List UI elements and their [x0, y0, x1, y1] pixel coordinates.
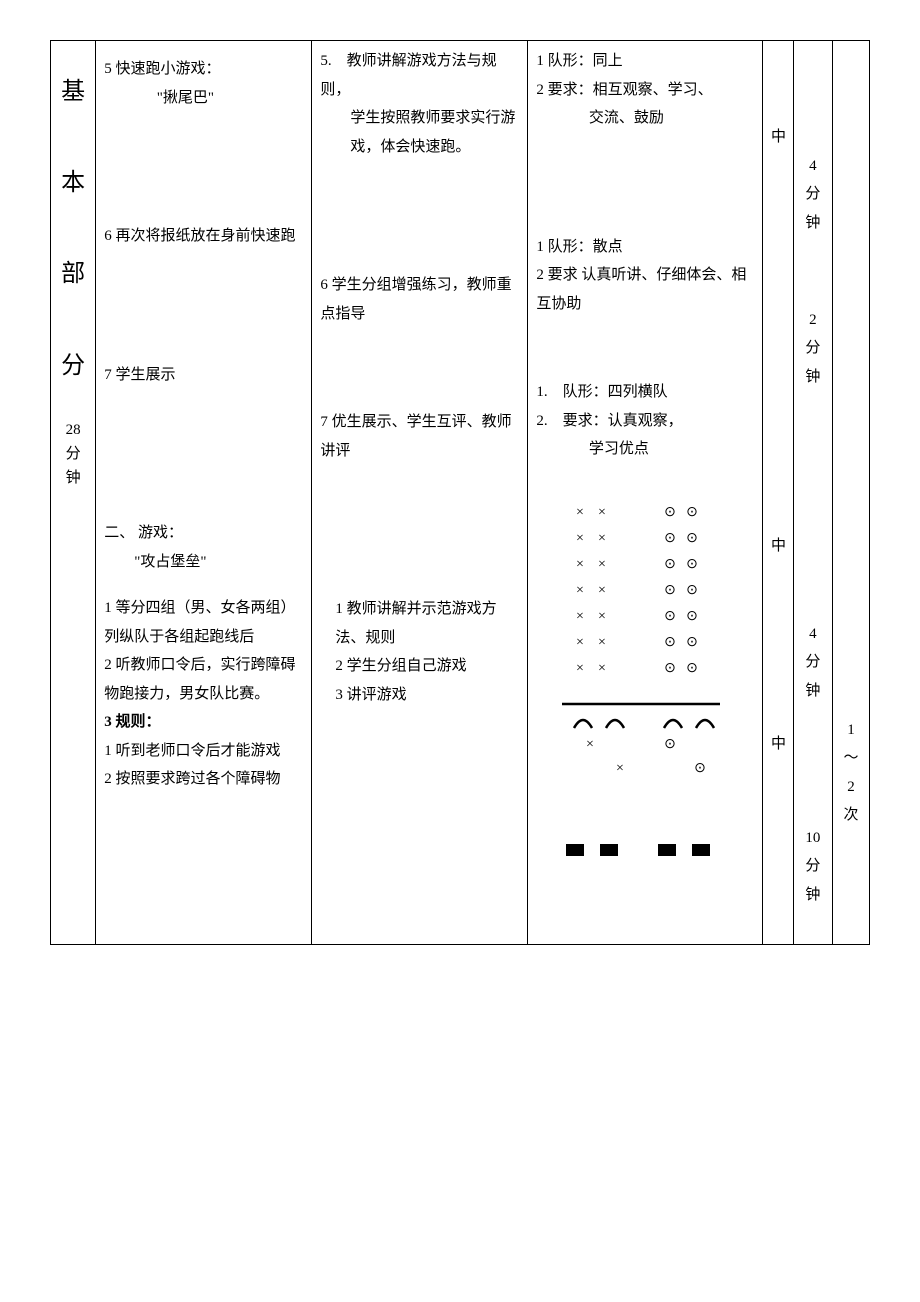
intensity-b: 中 — [771, 532, 785, 561]
svg-text:⊙: ⊙ — [664, 737, 676, 752]
svg-text:⊙: ⊙ — [686, 583, 698, 598]
time-c: 4 分 钟 — [802, 620, 824, 706]
game-rule-3-2: 2 按照要求跨过各个障碍物 — [104, 771, 280, 787]
svg-text:⊙: ⊙ — [664, 531, 676, 546]
organization-column: 1 队形：同上 2 要求：相互观察、学习、 交流、鼓励 1 队形：散点 2 要求… — [528, 41, 763, 945]
reps-column: 1 ～ 2 次 — [832, 41, 869, 945]
game-heading: 二、 游戏： — [104, 525, 183, 541]
item5-title: 5 快速跑小游戏： — [104, 61, 220, 77]
f7-1: 1. 队形：四列横队 — [536, 384, 667, 400]
mg2: 2 学生分组自己游戏 — [320, 652, 519, 681]
item5-sub: "揪尾巴" — [104, 84, 303, 113]
m6: 6 学生分组增强练习，教师重点指导 — [320, 277, 511, 322]
svg-text:×: × — [576, 661, 584, 676]
game-rule-3-1: 1 听到老师口令后才能游戏 — [104, 743, 280, 759]
item6-text: 6 再次将报纸放在身前快速跑 — [104, 228, 295, 244]
svg-text:⊙: ⊙ — [664, 583, 676, 598]
m5-b: 学生按照教师要求实行游 — [320, 104, 519, 133]
f6-2: 2 要求 认真听讲、仔细体会、相互协助 — [536, 267, 746, 312]
section-char-2: 本 — [61, 170, 85, 196]
f7-2b: 学习优点 — [536, 435, 754, 464]
time-d: 10 分 钟 — [802, 824, 824, 910]
svg-text:×: × — [598, 505, 606, 520]
svg-text:⊙: ⊙ — [664, 635, 676, 650]
svg-text:⊙: ⊙ — [686, 609, 698, 624]
m7: 7 优生展示、学生互评、教师讲评 — [320, 414, 511, 459]
svg-text:×: × — [576, 583, 584, 598]
mg3: 3 讲评游戏 — [320, 681, 519, 710]
m5-a: 5. 教师讲解游戏方法与规则， — [320, 53, 496, 98]
svg-text:×: × — [598, 635, 606, 650]
f6-1: 1 队形：散点 — [536, 239, 622, 255]
svg-text:×: × — [576, 635, 584, 650]
method-column: 5. 教师讲解游戏方法与规则， 学生按照教师要求实行游 戏，体会快速跑。 6 学… — [312, 41, 528, 945]
svg-text:⊙: ⊙ — [664, 609, 676, 624]
svg-text:⊙: ⊙ — [664, 505, 676, 520]
item7-text: 7 学生展示 — [104, 367, 175, 383]
svg-text:×: × — [598, 661, 606, 676]
svg-text:×: × — [576, 609, 584, 624]
formation-diagram: × × ⊙ ⊙ × × ⊙ ⊙ × × ⊙ ⊙ × × ⊙ ⊙ × × ⊙ ⊙ × × ⊙ ⊙ × × ⊙ ⊙ × ⊙ × ⊙ — [560, 504, 730, 864]
mg1: 1 教师讲解并示范游戏方法、规则 — [320, 595, 519, 652]
svg-text:×: × — [598, 583, 606, 598]
section-minutes: 28 分 钟 — [59, 418, 87, 490]
section-char-1: 基 — [61, 79, 85, 105]
svg-text:⊙: ⊙ — [664, 661, 676, 676]
svg-text:⊙: ⊙ — [686, 635, 698, 650]
f5-2b: 交流、鼓励 — [536, 104, 754, 133]
svg-text:×: × — [576, 505, 584, 520]
game-rule-2: 2 听教师口令后，实行跨障碍物跑接力，男女队比赛。 — [104, 657, 295, 702]
svg-text:×: × — [576, 531, 584, 546]
svg-text:×: × — [598, 609, 606, 624]
svg-text:×: × — [598, 531, 606, 546]
section-label-cell: 基 本 部 分 28 分 钟 — [51, 41, 96, 945]
game-rule-1: 1 等分四组（男、女各两组）列纵队于各组起跑线后 — [104, 600, 295, 645]
game-name: "攻占堡垒" — [104, 548, 303, 577]
svg-text:⊙: ⊙ — [664, 557, 676, 572]
svg-text:×: × — [576, 557, 584, 572]
reps-a: 1 ～ 2 次 — [841, 716, 861, 830]
f7-2: 2. 要求：认真观察， — [536, 413, 682, 429]
svg-text:⊙: ⊙ — [686, 531, 698, 546]
svg-text:×: × — [598, 557, 606, 572]
section-char-4: 分 — [61, 353, 85, 379]
time-column: 4 分 钟 2 分 钟 4 分 钟 10 分 钟 — [793, 41, 832, 945]
intensity-column: 中 中 中 — [762, 41, 793, 945]
svg-text:×: × — [616, 761, 624, 776]
svg-text:⊙: ⊙ — [686, 661, 698, 676]
content-column: 5 快速跑小游戏： "揪尾巴" 6 再次将报纸放在身前快速跑 7 学生展示 二、… — [96, 41, 312, 945]
svg-text:×: × — [586, 737, 594, 752]
svg-text:⊙: ⊙ — [686, 505, 698, 520]
f5-2: 2 要求：相互观察、学习、 — [536, 82, 712, 98]
intensity-c: 中 — [771, 730, 785, 759]
svg-text:⊙: ⊙ — [694, 761, 706, 776]
m5-c: 戏，体会快速跑。 — [320, 133, 519, 162]
f5-1: 1 队形：同上 — [536, 53, 622, 69]
svg-text:⊙: ⊙ — [686, 557, 698, 572]
section-char-3: 部 — [61, 261, 85, 287]
time-a: 4 分 钟 — [802, 152, 824, 238]
game-rule-3-label: 3 规则： — [104, 714, 160, 730]
lesson-plan-table: 基 本 部 分 28 分 钟 5 快速跑小游戏： "揪尾巴" 6 再次将报纸放在… — [50, 40, 870, 945]
intensity-a: 中 — [771, 123, 785, 152]
time-b: 2 分 钟 — [802, 306, 824, 392]
